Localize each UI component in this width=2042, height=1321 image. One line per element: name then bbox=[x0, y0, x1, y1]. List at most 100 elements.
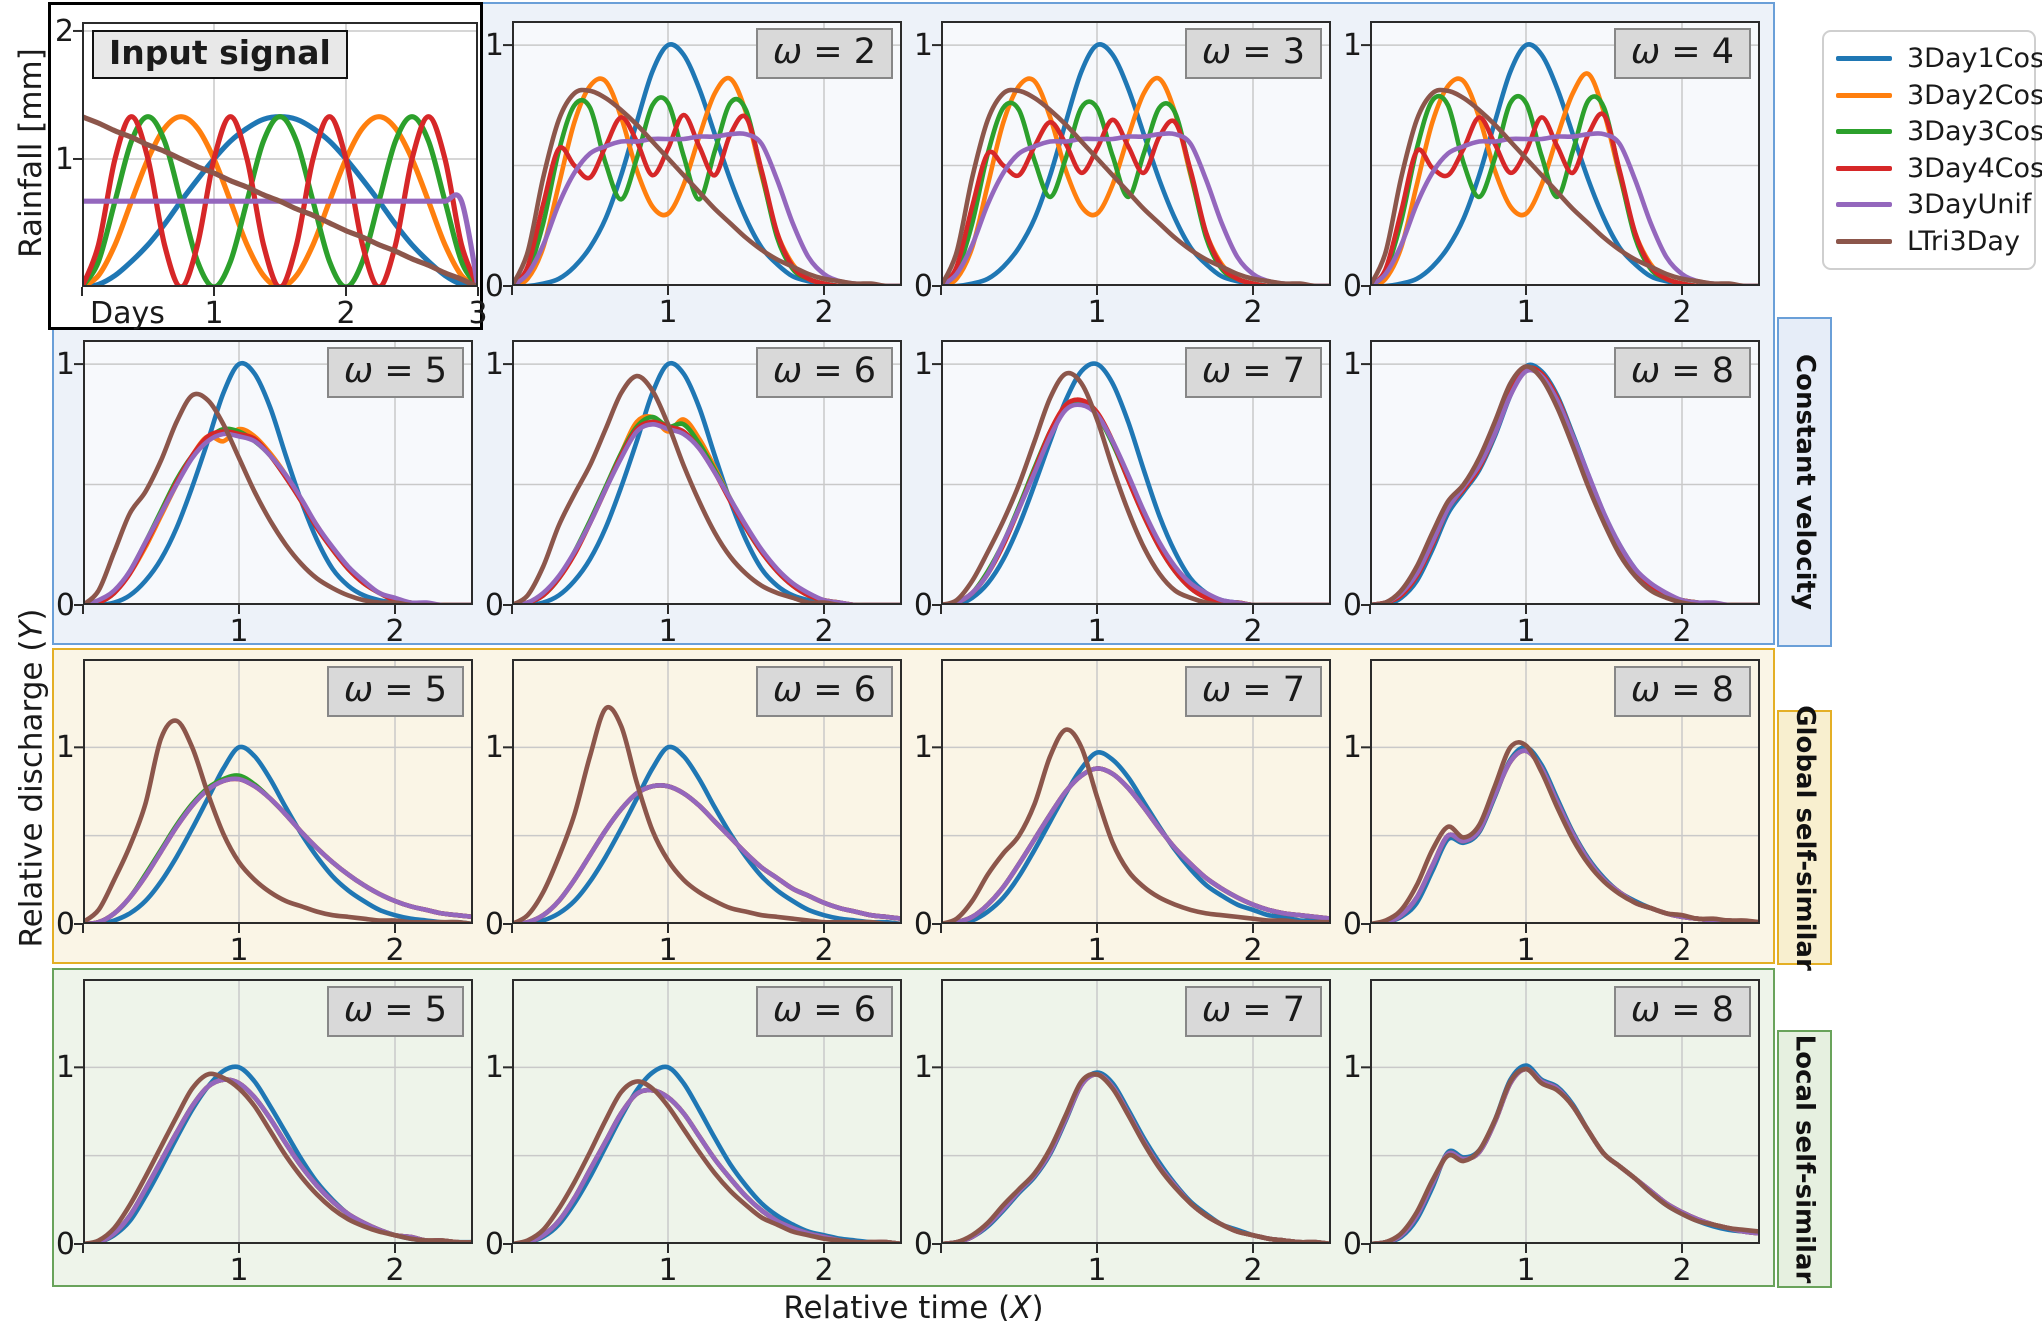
y-tick-label: 0 bbox=[484, 1227, 504, 1262]
y-tick-label: 0 bbox=[1342, 1227, 1362, 1262]
x-tick-label: 1 bbox=[1516, 933, 1536, 968]
panel-cv-w3: 0 1 1 2 ω = 3 bbox=[914, 21, 1331, 328]
curve-3Day2Cos bbox=[512, 414, 902, 605]
panel-cv-w8: 0 1 1 2 ω = 8 bbox=[1343, 340, 1760, 647]
y-tick-label: 0 bbox=[913, 588, 933, 623]
panel-cv-w4: 0 1 1 2 ω = 4 bbox=[1343, 21, 1760, 328]
x-tick-label: 1 bbox=[658, 1253, 678, 1288]
omega-value-badge: ω = 3 bbox=[1184, 28, 1322, 80]
y-tick-label: 0 bbox=[1342, 588, 1362, 623]
panel-lss-w5: 0 1 1 2 ω = 5 bbox=[56, 979, 473, 1286]
x-tick-label: 2 bbox=[385, 1253, 405, 1288]
legend-line-swatch bbox=[1836, 56, 1892, 62]
x-tick-label: 2 bbox=[385, 614, 405, 649]
curve-3DayUnif bbox=[512, 783, 902, 924]
y-tick-label: 1 bbox=[1342, 347, 1362, 383]
curve-LTri3Day bbox=[941, 727, 1331, 924]
region-label-text: Global self-similar bbox=[1789, 704, 1820, 971]
omega-value-badge: ω = 8 bbox=[1613, 347, 1751, 399]
legend-line-swatch bbox=[1836, 202, 1892, 208]
panel-gss-w8: 0 1 1 2 ω = 8 bbox=[1343, 659, 1760, 966]
legend-line-swatch bbox=[1836, 92, 1892, 98]
y-tick-label: 1 bbox=[484, 28, 504, 64]
y-tick-label: 0 bbox=[55, 588, 75, 623]
y-tick-label: 0 bbox=[1342, 269, 1362, 304]
x-tick-label: 3 bbox=[468, 296, 488, 331]
region-label-text: Local self-similar bbox=[1789, 1034, 1820, 1284]
x-tick-label: 2 bbox=[1243, 295, 1263, 330]
panel-lss-w8: 0 1 1 2 ω = 8 bbox=[1343, 979, 1760, 1286]
curve-3DayUnif bbox=[941, 1072, 1331, 1244]
curve-3Day2Cos bbox=[941, 1072, 1331, 1244]
region-label-global-self-similar: Global self-similar bbox=[1777, 705, 1832, 970]
x-tick-label: 1 bbox=[229, 614, 249, 649]
y-tick-label: 0 bbox=[1342, 907, 1362, 942]
curve-3Day4Cos bbox=[83, 1077, 473, 1244]
panel-gss-w6: 0 1 1 2 ω = 6 bbox=[485, 659, 902, 966]
y-tick-label: 1 bbox=[484, 1050, 504, 1086]
x-tick-label: 1 bbox=[229, 933, 249, 968]
curve-LTri3Day bbox=[1370, 1066, 1760, 1244]
curve-3DayUnif bbox=[941, 131, 1331, 286]
curve-LTri3Day bbox=[941, 1071, 1331, 1244]
x-tick-label: 1 bbox=[1087, 933, 1107, 968]
y-tick-label: 1 bbox=[913, 1050, 933, 1086]
curve-LTri3Day bbox=[1370, 87, 1760, 286]
curve-3Day4Cos bbox=[941, 397, 1331, 605]
y-tick-label: 0 bbox=[913, 269, 933, 304]
omega-value-badge: ω = 5 bbox=[326, 347, 464, 399]
curve-3DayUnif bbox=[941, 766, 1331, 924]
curve-3Day4Cos bbox=[512, 1087, 902, 1244]
curve-3Day4Cos bbox=[82, 114, 478, 287]
curve-3Day3Cos bbox=[512, 1087, 902, 1244]
curve-3Day1Cos bbox=[512, 744, 902, 924]
y-tick-label: 1 bbox=[913, 347, 933, 383]
x-tick-label: 2 bbox=[1243, 614, 1263, 649]
curve-3Day3Cos bbox=[941, 1072, 1331, 1244]
panel-lss-w6: 0 1 1 2 ω = 6 bbox=[485, 979, 902, 1286]
omega-value-badge: ω = 8 bbox=[1613, 986, 1751, 1038]
panel-cv-w2: 0 1 1 2 ω = 2 bbox=[485, 21, 902, 328]
curve-3Day3Cos bbox=[82, 114, 478, 287]
y-tick-label: 1 bbox=[1342, 1050, 1362, 1086]
curve-3DayUnif bbox=[512, 421, 902, 605]
omega-value-badge: ω = 4 bbox=[1613, 28, 1751, 80]
x-tick-label: 2 bbox=[1243, 933, 1263, 968]
x-tick-label: 1 bbox=[1087, 1253, 1107, 1288]
legend-entry-3Day1Cos: 3Day1Cos bbox=[1836, 43, 2042, 74]
curve-3DayUnif bbox=[1370, 367, 1760, 605]
legend-entry-3DayUnif: 3DayUnif bbox=[1836, 189, 2031, 220]
curve-LTri3Day bbox=[512, 1079, 902, 1244]
curve-3DayUnif bbox=[512, 1087, 902, 1244]
curve-3Day4Cos bbox=[941, 1072, 1331, 1244]
rainfall-axis-label: Rainfall [mm] bbox=[13, 47, 50, 258]
y-tick-label: 1 bbox=[484, 347, 504, 383]
curve-3Day1Cos bbox=[941, 1070, 1331, 1244]
legend-label: 3DayUnif bbox=[1907, 189, 2032, 221]
y-tick-label: 1 bbox=[484, 730, 504, 766]
legend-entry-LTri3Day: LTri3Day bbox=[1836, 226, 2022, 257]
y-tick-label: 0 bbox=[913, 1227, 933, 1262]
omega-value-badge: ω = 7 bbox=[1184, 666, 1322, 718]
input-signal-title: Input signal bbox=[92, 30, 348, 80]
curve-LTri3Day bbox=[1370, 364, 1760, 605]
omega-value-badge: ω = 5 bbox=[326, 666, 464, 718]
legend-line-swatch bbox=[1836, 238, 1892, 244]
y-tick-label: 0 bbox=[484, 588, 504, 623]
legend-label: 3Day3Cos bbox=[1907, 116, 2042, 148]
omega-value-badge: ω = 2 bbox=[755, 28, 893, 80]
legend-entry-3Day2Cos: 3Day2Cos bbox=[1836, 80, 2042, 111]
panel-gss-w7: 0 1 1 2 ω = 7 bbox=[914, 659, 1331, 966]
panel-lss-w7: 0 1 1 2 ω = 7 bbox=[914, 979, 1331, 1286]
curve-3Day2Cos bbox=[1370, 365, 1760, 605]
legend-label: 3Day1Cos bbox=[1907, 43, 2042, 75]
curve-LTri3Day bbox=[83, 1071, 473, 1244]
omega-value-badge: ω = 7 bbox=[1184, 986, 1322, 1038]
curve-3Day2Cos bbox=[83, 426, 473, 605]
legend-entry-3Day4Cos: 3Day4Cos bbox=[1836, 153, 2042, 184]
curve-3Day4Cos bbox=[83, 429, 473, 605]
x-tick-label: 1 bbox=[1087, 295, 1107, 330]
curve-LTri3Day bbox=[83, 718, 473, 924]
curve-LTri3Day bbox=[1370, 740, 1760, 924]
